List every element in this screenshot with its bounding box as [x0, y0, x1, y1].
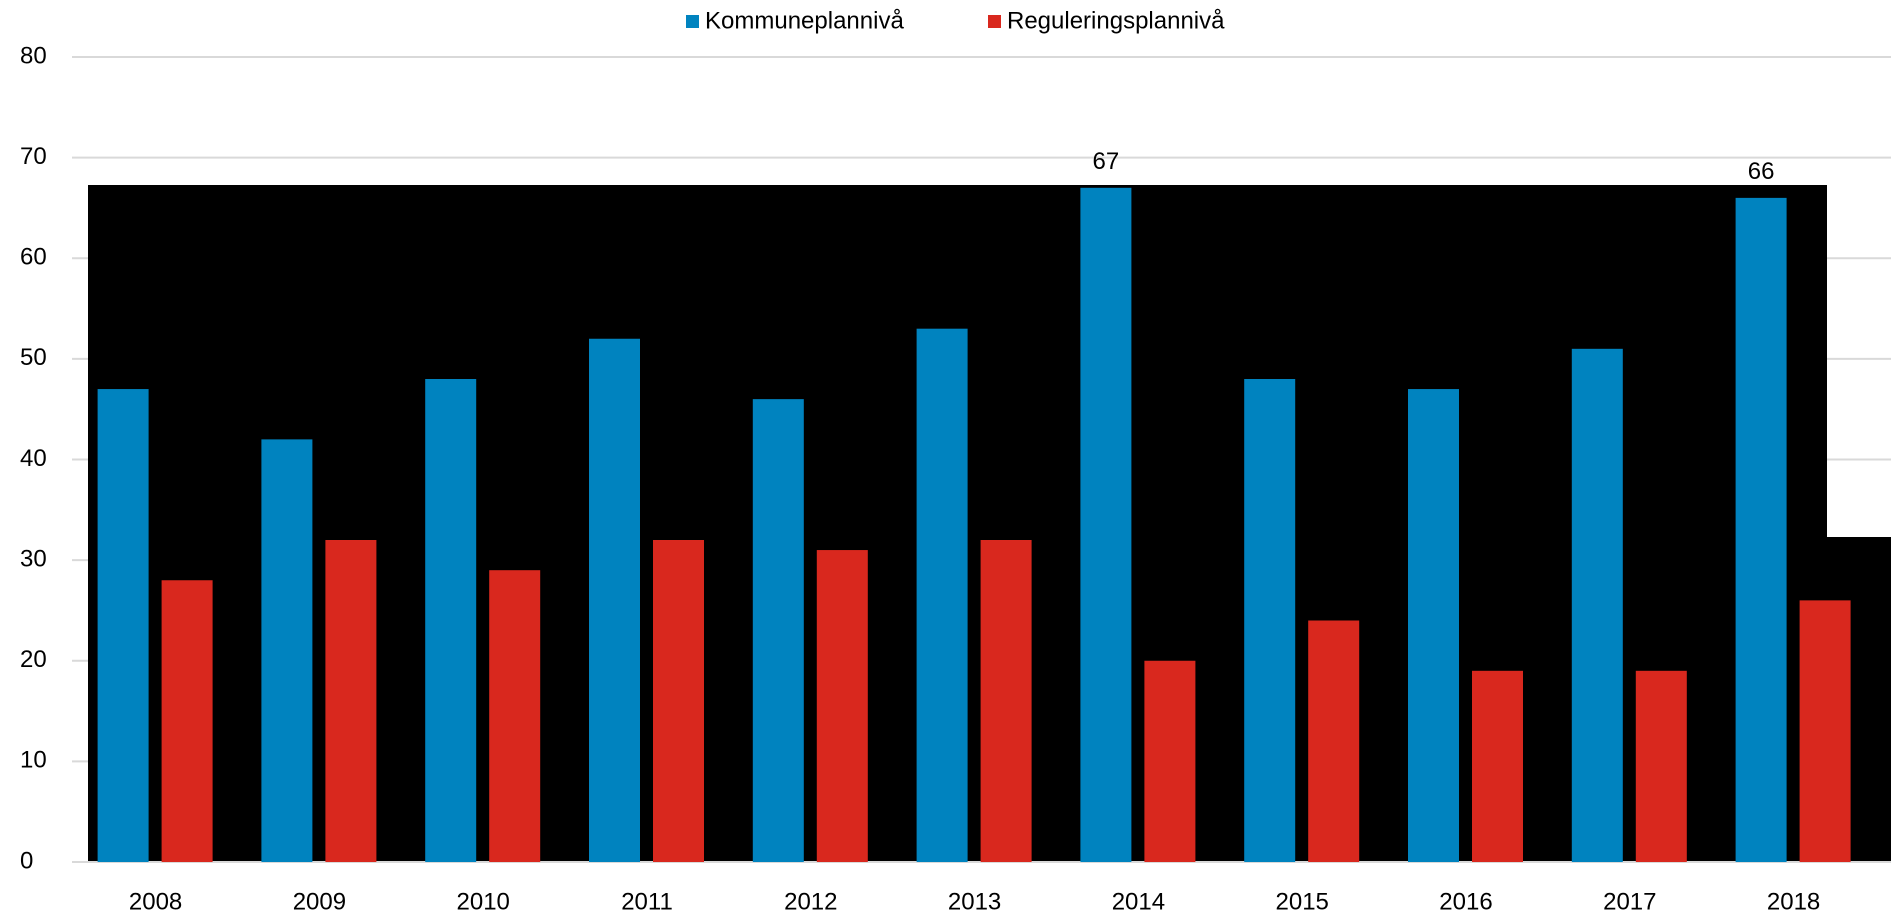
bar: [589, 338, 640, 862]
y-tick-label: 50: [20, 344, 47, 371]
x-tick-label: 2012: [784, 888, 837, 915]
bar: [916, 328, 968, 862]
bar: [1080, 187, 1132, 862]
x-tick-label: 2016: [1439, 888, 1492, 915]
data-label: 66: [1748, 158, 1775, 185]
x-tick-label: 2013: [948, 888, 1001, 915]
bar: [1472, 670, 1523, 862]
x-tick-label: 2011: [621, 888, 673, 915]
x-tick-label: 2017: [1603, 888, 1656, 915]
legend-swatch: [988, 15, 1001, 28]
bar: [1408, 389, 1459, 862]
legend-swatch: [686, 15, 699, 28]
x-tick-label: 2014: [1112, 888, 1165, 915]
bar: [325, 540, 377, 862]
bar: [261, 439, 313, 862]
bar: [816, 550, 868, 862]
bar: [489, 570, 541, 862]
bar: [1308, 620, 1360, 862]
bar: [161, 580, 213, 862]
bar: [97, 389, 149, 862]
bar: [1244, 379, 1296, 862]
bar: [752, 399, 804, 862]
y-tick-label: 30: [20, 545, 47, 572]
y-tick-label: 80: [20, 42, 47, 69]
y-tick-label: 0: [20, 847, 33, 874]
bar: [1635, 670, 1687, 862]
y-tick-label: 20: [20, 646, 47, 673]
bar: [1735, 197, 1787, 862]
legend-label: Kommuneplannivå: [705, 7, 904, 34]
legend-label: Reguleringsplannivå: [1007, 7, 1225, 34]
x-tick-label: 2008: [129, 888, 182, 915]
bar: [1799, 600, 1851, 862]
y-tick-label: 40: [20, 445, 47, 472]
y-tick-label: 70: [20, 143, 47, 170]
y-tick-label: 60: [20, 244, 47, 271]
bar: [1144, 660, 1196, 862]
bar: [425, 379, 477, 862]
y-tick-label: 10: [20, 747, 47, 774]
x-tick-label: 2015: [1276, 888, 1329, 915]
data-label: 67: [1093, 148, 1120, 175]
x-tick-label: 2018: [1767, 888, 1820, 915]
x-tick-label: 2009: [293, 888, 346, 915]
bar: [1571, 348, 1623, 862]
x-tick-label: 2010: [457, 888, 510, 915]
bar: [980, 540, 1032, 862]
bar: [653, 540, 704, 862]
